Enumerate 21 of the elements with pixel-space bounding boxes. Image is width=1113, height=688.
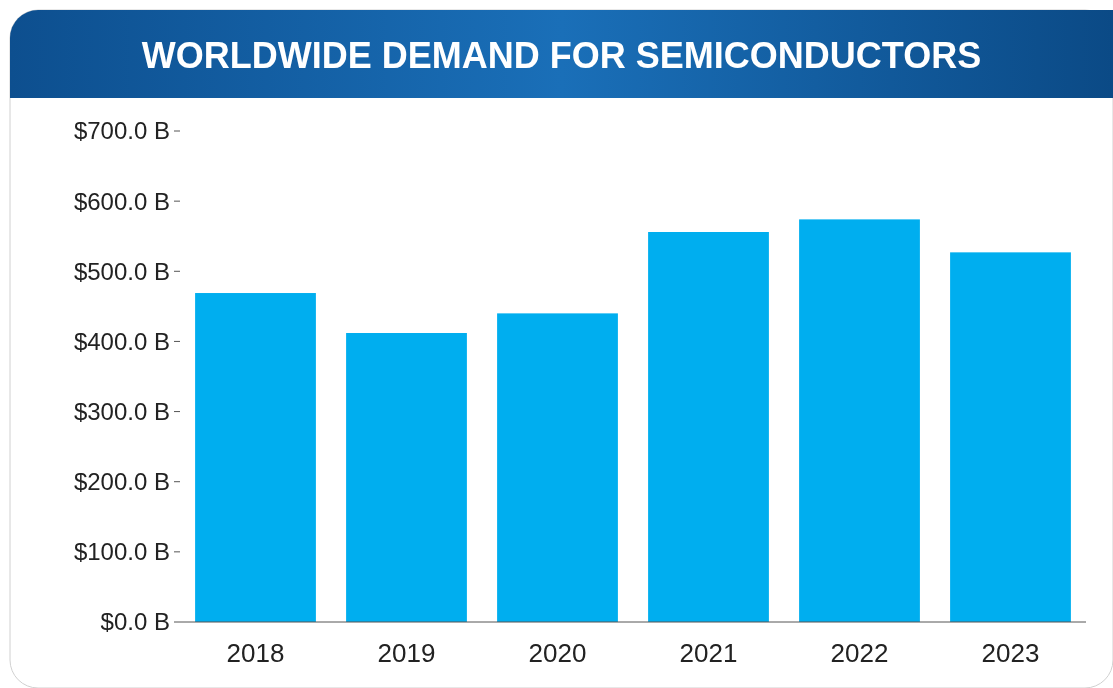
bar <box>799 219 920 622</box>
chart-title: WORLDWIDE DEMAND FOR SEMICONDUCTORS <box>141 35 982 76</box>
x-tick-label: 2020 <box>528 638 587 668</box>
x-tick-label: 2023 <box>981 638 1040 668</box>
bar <box>497 313 618 622</box>
y-tick-label: $600.0 B <box>73 187 170 215</box>
x-tick-label: 2019 <box>377 638 436 668</box>
bar <box>195 293 316 622</box>
bar <box>346 333 467 622</box>
bar <box>648 232 769 622</box>
bar <box>950 252 1071 622</box>
y-tick-label: $500.0 B <box>73 257 170 285</box>
x-tick-label: 2021 <box>679 638 738 668</box>
y-tick-label: $200.0 B <box>73 468 170 496</box>
y-tick-label: $400.0 B <box>73 327 170 355</box>
y-tick-label: $100.0 B <box>73 538 170 566</box>
x-tick-label: 2022 <box>830 638 889 668</box>
y-tick-label: $700.0 B <box>73 117 170 145</box>
x-tick-label: 2018 <box>226 638 285 668</box>
y-tick-label: $300.0 B <box>73 397 170 425</box>
y-tick-label: $0.0 B <box>100 608 170 636</box>
